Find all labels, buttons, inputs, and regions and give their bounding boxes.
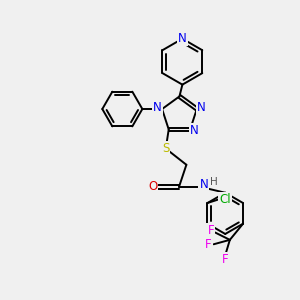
Text: F: F — [221, 254, 228, 266]
Text: N: N — [200, 178, 208, 191]
Text: N: N — [178, 32, 187, 45]
Text: N: N — [197, 101, 206, 114]
Text: N: N — [190, 124, 199, 137]
Text: O: O — [148, 180, 157, 194]
Text: S: S — [162, 142, 169, 155]
Text: Cl: Cl — [219, 193, 231, 206]
Text: H: H — [210, 177, 218, 187]
Text: F: F — [207, 224, 214, 237]
Text: N: N — [153, 101, 162, 114]
Text: F: F — [205, 238, 212, 251]
